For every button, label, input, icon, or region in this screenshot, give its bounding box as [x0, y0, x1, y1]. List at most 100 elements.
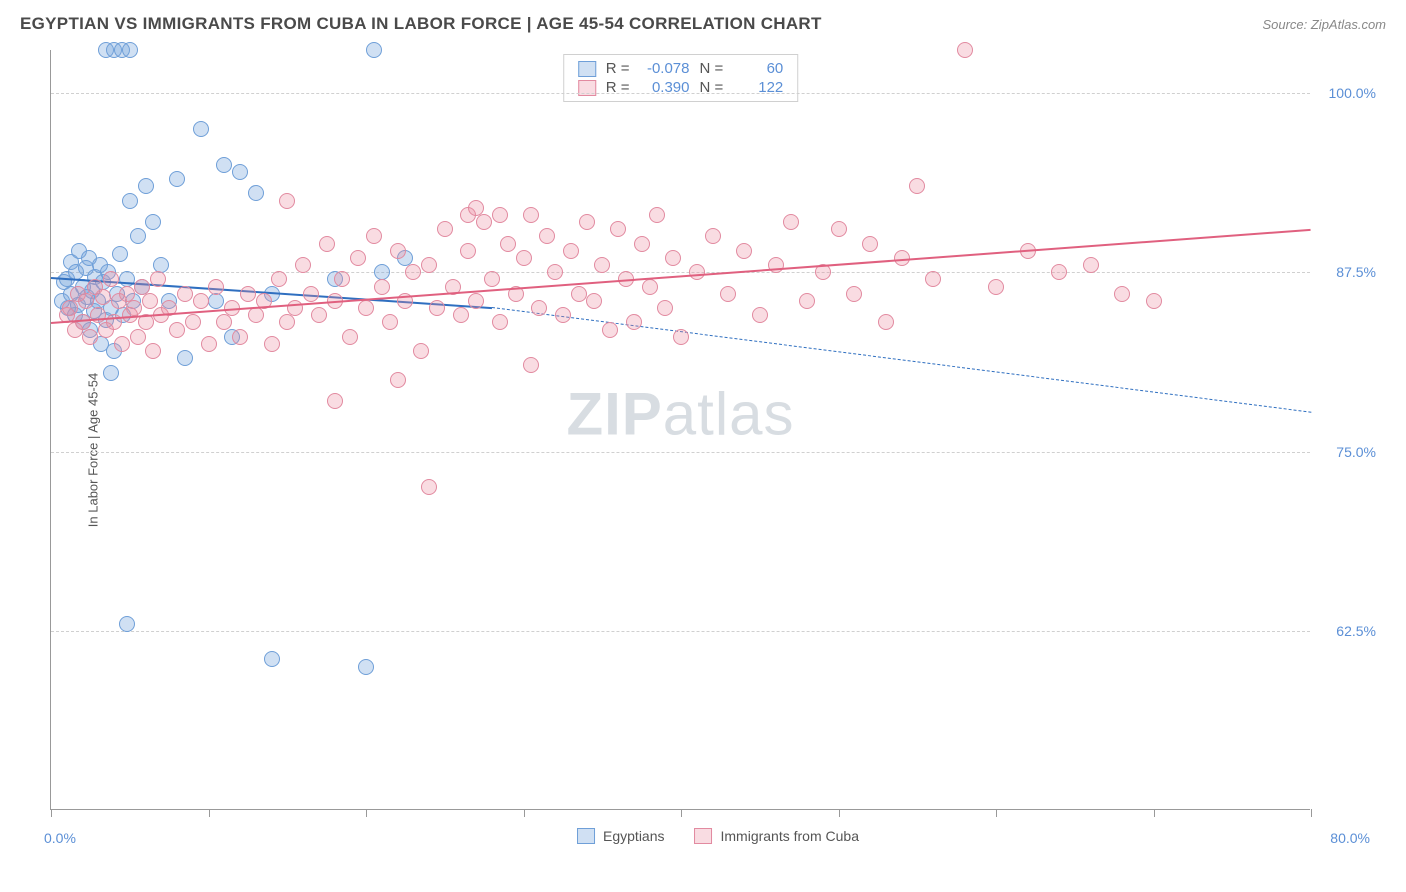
- scatter-point-cuba: [649, 207, 665, 223]
- header: EGYPTIAN VS IMMIGRANTS FROM CUBA IN LABO…: [0, 0, 1406, 44]
- scatter-point-cuba: [626, 314, 642, 330]
- x-axis-tick: [524, 809, 525, 817]
- scatter-point-cuba: [531, 300, 547, 316]
- scatter-point-cuba: [374, 279, 390, 295]
- scatter-point-egyptian: [138, 178, 154, 194]
- scatter-point-egyptian: [264, 651, 280, 667]
- scatter-point-cuba: [126, 300, 142, 316]
- scatter-point-cuba: [547, 264, 563, 280]
- scatter-point-cuba: [1146, 293, 1162, 309]
- legend-swatch: [578, 61, 596, 77]
- scatter-point-cuba: [193, 293, 209, 309]
- scatter-point-egyptian: [145, 214, 161, 230]
- scatter-point-cuba: [492, 207, 508, 223]
- scatter-point-egyptian: [216, 157, 232, 173]
- x-axis-tick: [996, 809, 997, 817]
- scatter-point-cuba: [1051, 264, 1067, 280]
- scatter-point-cuba: [311, 307, 327, 323]
- gridline-h: [51, 272, 1310, 273]
- scatter-point-cuba: [799, 293, 815, 309]
- scatter-point-cuba: [358, 300, 374, 316]
- scatter-point-cuba: [665, 250, 681, 266]
- scatter-point-cuba: [610, 221, 626, 237]
- scatter-point-cuba: [279, 314, 295, 330]
- scatter-point-cuba: [563, 243, 579, 259]
- y-axis-tick-label: 75.0%: [1336, 444, 1376, 460]
- scatter-point-cuba: [736, 243, 752, 259]
- scatter-point-cuba: [957, 42, 973, 58]
- scatter-point-cuba: [271, 271, 287, 287]
- stat-label-r: R =: [606, 60, 630, 77]
- scatter-point-cuba: [142, 293, 158, 309]
- scatter-point-egyptian: [248, 185, 264, 201]
- scatter-point-cuba: [657, 300, 673, 316]
- scatter-point-cuba: [319, 236, 335, 252]
- x-axis-tick: [51, 809, 52, 817]
- scatter-point-cuba: [145, 343, 161, 359]
- x-axis-tick: [839, 809, 840, 817]
- scatter-point-cuba: [264, 336, 280, 352]
- x-axis-tick: [1154, 809, 1155, 817]
- scatter-point-cuba: [909, 178, 925, 194]
- y-axis-tick-label: 100.0%: [1329, 85, 1376, 101]
- legend-label: Egyptians: [603, 828, 664, 844]
- scatter-point-egyptian: [169, 171, 185, 187]
- x-axis-tick: [209, 809, 210, 817]
- scatter-point-cuba: [208, 279, 224, 295]
- scatter-point-cuba: [437, 221, 453, 237]
- scatter-point-cuba: [390, 372, 406, 388]
- scatter-point-cuba: [516, 250, 532, 266]
- scatter-point-cuba: [295, 257, 311, 273]
- x-axis-tick: [1311, 809, 1312, 817]
- legend-label: Immigrants from Cuba: [721, 828, 859, 844]
- scatter-point-cuba: [82, 329, 98, 345]
- scatter-point-cuba: [177, 286, 193, 302]
- correlation-chart: In Labor Force | Age 45-54 ZIPatlas R =-…: [50, 50, 1386, 850]
- scatter-point-cuba: [421, 479, 437, 495]
- scatter-point-egyptian: [122, 42, 138, 58]
- scatter-point-cuba: [539, 228, 555, 244]
- scatter-point-cuba: [216, 314, 232, 330]
- scatter-point-egyptian: [119, 616, 135, 632]
- scatter-point-cuba: [555, 307, 571, 323]
- scatter-point-egyptian: [232, 164, 248, 180]
- scatter-point-egyptian: [358, 659, 374, 675]
- scatter-point-cuba: [342, 329, 358, 345]
- y-axis-tick-label: 62.5%: [1336, 623, 1376, 639]
- scatter-point-cuba: [390, 243, 406, 259]
- scatter-point-cuba: [78, 293, 94, 309]
- scatter-point-cuba: [476, 214, 492, 230]
- source-attribution: Source: ZipAtlas.com: [1262, 17, 1386, 32]
- scatter-point-cuba: [279, 193, 295, 209]
- scatter-point-egyptian: [103, 365, 119, 381]
- scatter-point-cuba: [602, 322, 618, 338]
- watermark: ZIPatlas: [566, 380, 794, 449]
- scatter-point-cuba: [201, 336, 217, 352]
- scatter-point-cuba: [846, 286, 862, 302]
- scatter-point-cuba: [925, 271, 941, 287]
- stat-label-n: N =: [700, 60, 724, 77]
- stat-value-n: 60: [733, 60, 783, 77]
- scatter-point-cuba: [248, 307, 264, 323]
- stats-legend-row: R =-0.078N =60: [578, 59, 784, 78]
- scatter-point-egyptian: [130, 228, 146, 244]
- scatter-point-cuba: [752, 307, 768, 323]
- scatter-point-cuba: [421, 257, 437, 273]
- scatter-point-cuba: [988, 279, 1004, 295]
- scatter-point-cuba: [1114, 286, 1130, 302]
- scatter-point-cuba: [413, 343, 429, 359]
- scatter-point-cuba: [366, 228, 382, 244]
- scatter-point-cuba: [405, 264, 421, 280]
- scatter-point-cuba: [689, 264, 705, 280]
- x-axis-tick: [366, 809, 367, 817]
- scatter-point-cuba: [460, 243, 476, 259]
- scatter-point-cuba: [453, 307, 469, 323]
- regression-line: [51, 229, 1311, 324]
- scatter-point-cuba: [783, 214, 799, 230]
- scatter-point-egyptian: [208, 293, 224, 309]
- scatter-point-cuba: [62, 300, 78, 316]
- scatter-point-egyptian: [193, 121, 209, 137]
- scatter-point-cuba: [571, 286, 587, 302]
- scatter-point-cuba: [492, 314, 508, 330]
- scatter-point-cuba: [720, 286, 736, 302]
